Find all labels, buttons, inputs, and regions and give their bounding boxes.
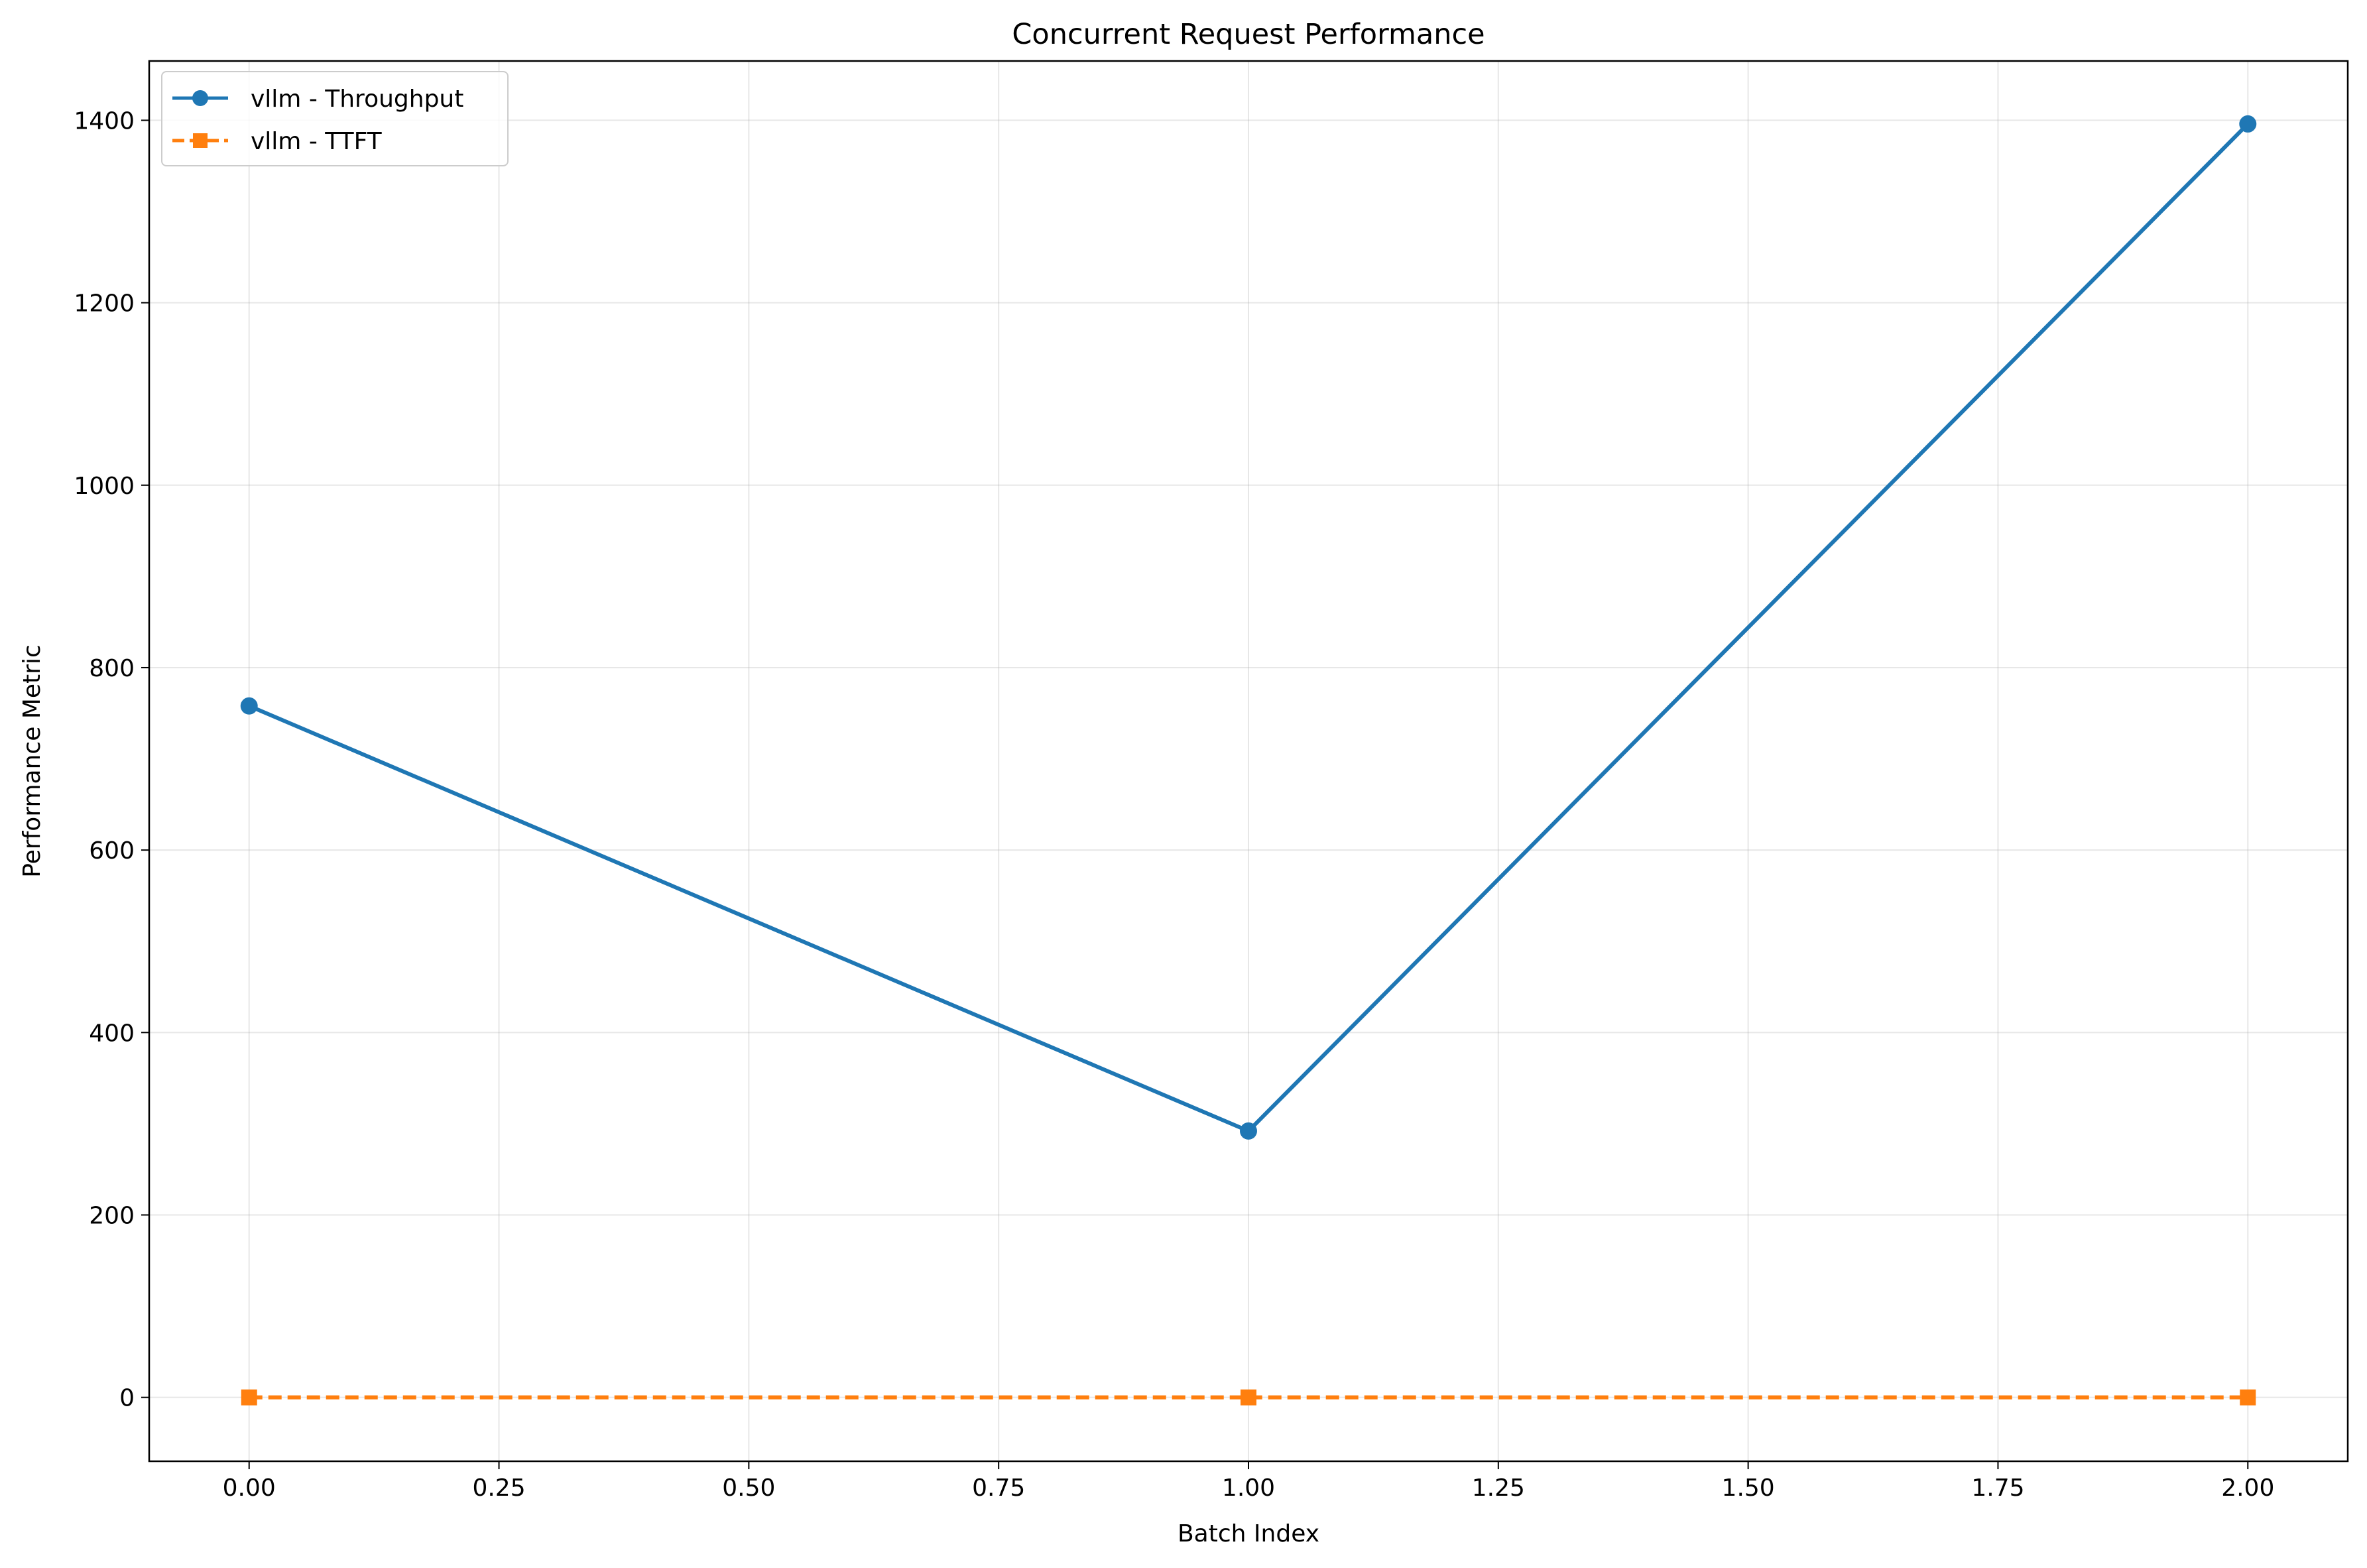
y-axis-label: Performance Metric — [19, 644, 46, 878]
data-point-vllm-throughput — [2239, 115, 2257, 133]
y-tick-label: 800 — [89, 655, 135, 682]
x-tick-label: 1.25 — [1472, 1475, 1525, 1502]
data-point-vllm-ttft — [1241, 1389, 1256, 1406]
x-tick-label: 1.75 — [1971, 1475, 2024, 1502]
series-layer — [240, 115, 2257, 1406]
y-tick-label: 200 — [89, 1203, 135, 1230]
x-tick-label: 2.00 — [2221, 1475, 2274, 1502]
x-tick-label: 0.75 — [972, 1475, 1025, 1502]
y-tick-label: 400 — [89, 1020, 135, 1047]
legend-box — [161, 71, 509, 166]
x-tick-label: 0.00 — [223, 1475, 276, 1502]
y-tick-label: 0 — [119, 1385, 135, 1412]
data-point-vllm-throughput — [1240, 1122, 1257, 1140]
legend-marker-throughput — [192, 90, 208, 106]
grid — [149, 61, 2348, 1461]
chart-title: Concurrent Request Performance — [1012, 18, 1485, 51]
x-tick-label: 0.50 — [722, 1475, 775, 1502]
legend-label-throughput: vllm - Throughput — [251, 86, 463, 113]
y-tick-label: 1400 — [74, 107, 135, 135]
legend-label-ttft: vllm - TTFT — [251, 128, 383, 155]
x-tick-label: 1.00 — [1222, 1475, 1275, 1502]
x-tick-label: 0.25 — [472, 1475, 525, 1502]
y-tick-label: 1200 — [74, 290, 135, 318]
x-tick-label: 1.50 — [1722, 1475, 1775, 1502]
legend-marker-ttft — [193, 133, 208, 148]
y-axis: 0 200 400 600 800 1000 1200 1400 — [74, 107, 149, 1412]
x-axis-label: Batch Index — [1178, 1520, 1319, 1547]
x-axis: 0.00 0.25 0.50 0.75 1.00 1.25 1.50 1.75 2.00 — [223, 1461, 2274, 1502]
data-point-vllm-ttft — [2240, 1389, 2256, 1406]
y-tick-label: 600 — [89, 837, 135, 865]
legend: vllm - Throughput vllm - TTFT — [161, 71, 509, 166]
data-point-vllm-throughput — [240, 697, 258, 715]
y-tick-label: 1000 — [74, 473, 135, 500]
data-point-vllm-ttft — [241, 1389, 257, 1406]
